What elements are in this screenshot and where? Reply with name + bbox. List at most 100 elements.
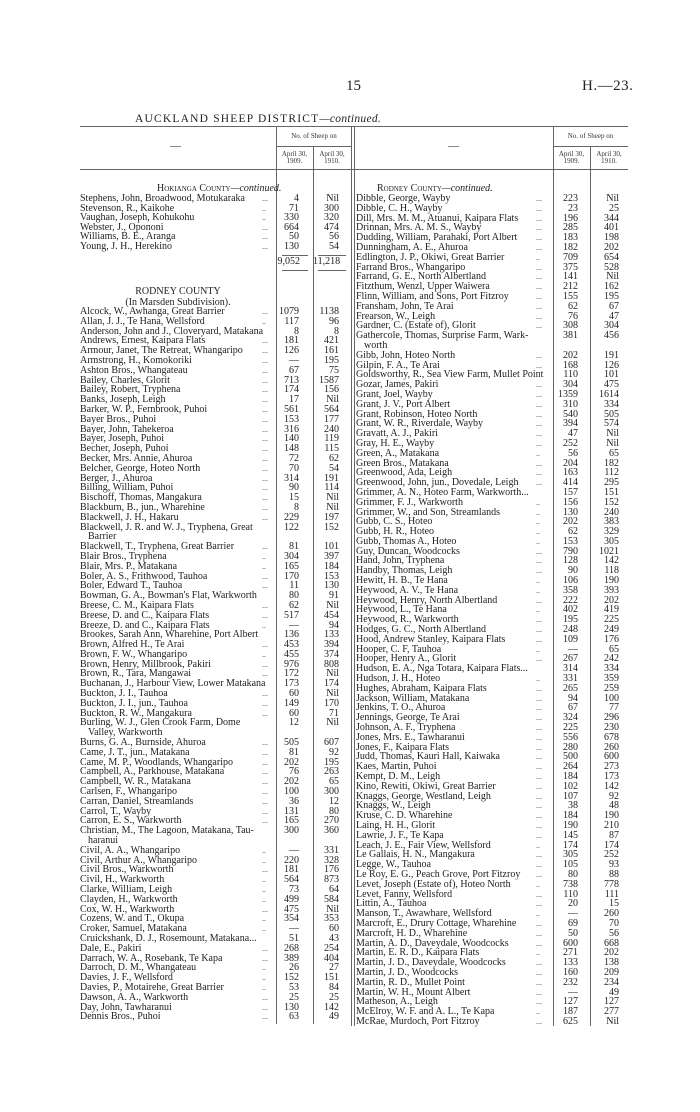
leader-dots: ... [536,889,542,899]
table-row: Breese, C. M., Kaipara Flats... 62 Nil [80,601,352,611]
sheep-1909: 36 [289,795,299,807]
owner-name: McElroy, W. F. and A. L., Te Kapa [356,1006,495,1018]
sheep-1909: 285 [563,222,578,234]
sheep-1910: 184 [324,560,339,572]
sheep-1909: 4 [294,193,299,204]
sheep-1909: 1359 [558,388,578,400]
owner-name: Ashton Bros., Whangateau [80,364,188,376]
table-row: Becker, Mrs. Annie, Ahuroa... 72 62 [80,454,352,464]
sheep-1910: 190 [604,575,619,587]
leader-dots: .. [536,517,540,527]
table-row: Armstrong, H., Komokoriki... — 195 [80,356,352,366]
leader-dots: ... [536,732,542,742]
leader-dots: ... [262,404,268,414]
sheep-1910: 191 [324,472,339,484]
leader-dots: ... [262,708,268,718]
owner-name: Bailey, Charles, Glorit [80,374,170,386]
owner-name: Knaggs, W., Leigh [356,800,431,812]
leader-dots: ... [262,307,268,316]
table-row: Allan, J. J., Te Hana, Wellsford.. 117 96 [80,316,352,327]
sheep-1909: 252 [563,437,578,449]
table-row: Johnson, A. F., Tryphena... 225 230 [356,723,628,733]
sheep-1910: 393 [604,584,619,596]
leader-dots: .. [262,203,266,213]
table-row: Marcroft, E., Drury Cottage, Wharehine..… [356,919,628,929]
owner-name: Dudding, William, Parahaki, Port Albert [356,232,518,244]
leader-dots: ... [536,389,542,399]
sheep-1909: 394 [563,418,578,430]
rodney-continued-heading: Rodney County—continued. [377,184,493,194]
sheep-1910: 397 [324,550,339,562]
heading-suffix: —continued. [230,183,282,194]
leader-dots: .. [262,620,266,630]
sheep-1910: 170 [324,697,339,709]
sheep-1909: 11 [289,580,299,592]
sheep-1910: 92 [609,790,619,802]
table-row: Carrol, T., Wayby... 131 80 [80,805,352,817]
sheep-1909: 38 [568,800,578,812]
sheep-1910: 142 [324,1001,339,1013]
sheep-1910: 173 [604,771,619,783]
sheep-1910: 62 [329,452,339,464]
owner-name: Cozens, W. and T., Okupa [80,913,185,925]
owner-name: Greenwood, Ada, Leigh [356,467,453,479]
leader-dots: ... [536,419,542,429]
sheep-1910: Nil [326,903,339,915]
sheep-1909: 80 [568,868,578,880]
leader-dots: ... [536,360,542,370]
sheep-1909: 324 [563,712,578,724]
owner-name: Dibble, George, Wayby [356,193,451,204]
sheep-1910: 56 [329,231,339,243]
leader-dots: .. [262,551,266,561]
sheep-1909: — [289,354,299,366]
sheep-1909: 131 [284,805,299,817]
table-row: Farrand, G. E., North Albertland... 141 Ni… [356,272,628,282]
table-row: Bischoff, Thomas, Mangakura... 15 Nil [80,493,352,503]
sheep-1909: 173 [284,678,299,690]
owner-name: Civil, A. A., Whangaripo [80,844,181,856]
table-row: Grimmer, F. J., Warkworth.. 156 152 [356,497,628,508]
sheep-1909: 556 [563,731,578,743]
table-row: Manson, T., Awawhare, Wellsford.. — 260 [356,909,628,919]
sheep-1910: 654 [604,251,619,263]
leader-dots: ... [262,473,268,483]
table-row: Bowman, G. A., Bowman's Flat, Warkworth 8… [80,591,352,601]
sheep-1909: 204 [563,457,578,469]
leader-dots: .. [262,213,266,223]
leader-dots: .. [536,605,540,615]
owner-name: Cox, W. H., Warkworth [80,903,175,915]
right-table-border [354,126,355,1026]
owner-name: Dibble, C. H., Wayby [356,202,443,214]
table-row: Hughes, Abraham, Kaipara Flats... 265 259 [356,683,628,694]
sheep-1910: Nil [606,428,619,440]
sheep-1909: 73 [289,884,299,896]
table-row-continuation: Valley, Warkworth [80,728,352,738]
table-row: Blackwell, T., Tryphena, Great Barrier..… [80,542,352,552]
sheep-1909: 540 [563,408,578,420]
leader-dots: ... [536,1016,542,1026]
leader-dots: ... [536,801,542,811]
sheep-1910: Nil [326,688,339,700]
owner-name: Hooper, Henry A., Glorit [356,653,457,665]
leader-dots: ... [262,992,268,1002]
owner-name: Brookes, Sarah Ann, Wharehine, Port Albe… [80,629,259,641]
sheep-1910: 528 [604,261,619,273]
leader-dots: ... [262,355,268,365]
sheep-1909: — [289,923,299,935]
leader-dots: ... [536,899,542,909]
sheep-1910: Nil [606,437,619,449]
sheep-1910: 114 [324,482,339,494]
rodney-list: Alcock, W., Awhanga, Great Barrier... 107… [80,307,352,1022]
sheep-1910: 475 [604,379,619,391]
table-row: Bailey, Charles, Glorit... 713 1587 [80,374,352,386]
sheep-1910: 202 [604,594,619,606]
leader-dots: ... [262,483,268,493]
sheep-1909: 316 [284,423,299,435]
table-row: Handby, Thomas, Leigh... 90 118 [356,566,628,576]
col2-header-line1: April 30, [596,150,622,158]
sheep-1909: 149 [284,697,299,709]
table-row: Vaughan, Joseph, Kohukohu.. 330 320 [80,213,352,223]
sheep-1910: 202 [604,241,619,253]
table-row: Civil, H., Warkworth.. 564 873 [80,875,352,885]
table-row: Bayer, Joseph, Puhoi... 140 119 [80,434,352,444]
